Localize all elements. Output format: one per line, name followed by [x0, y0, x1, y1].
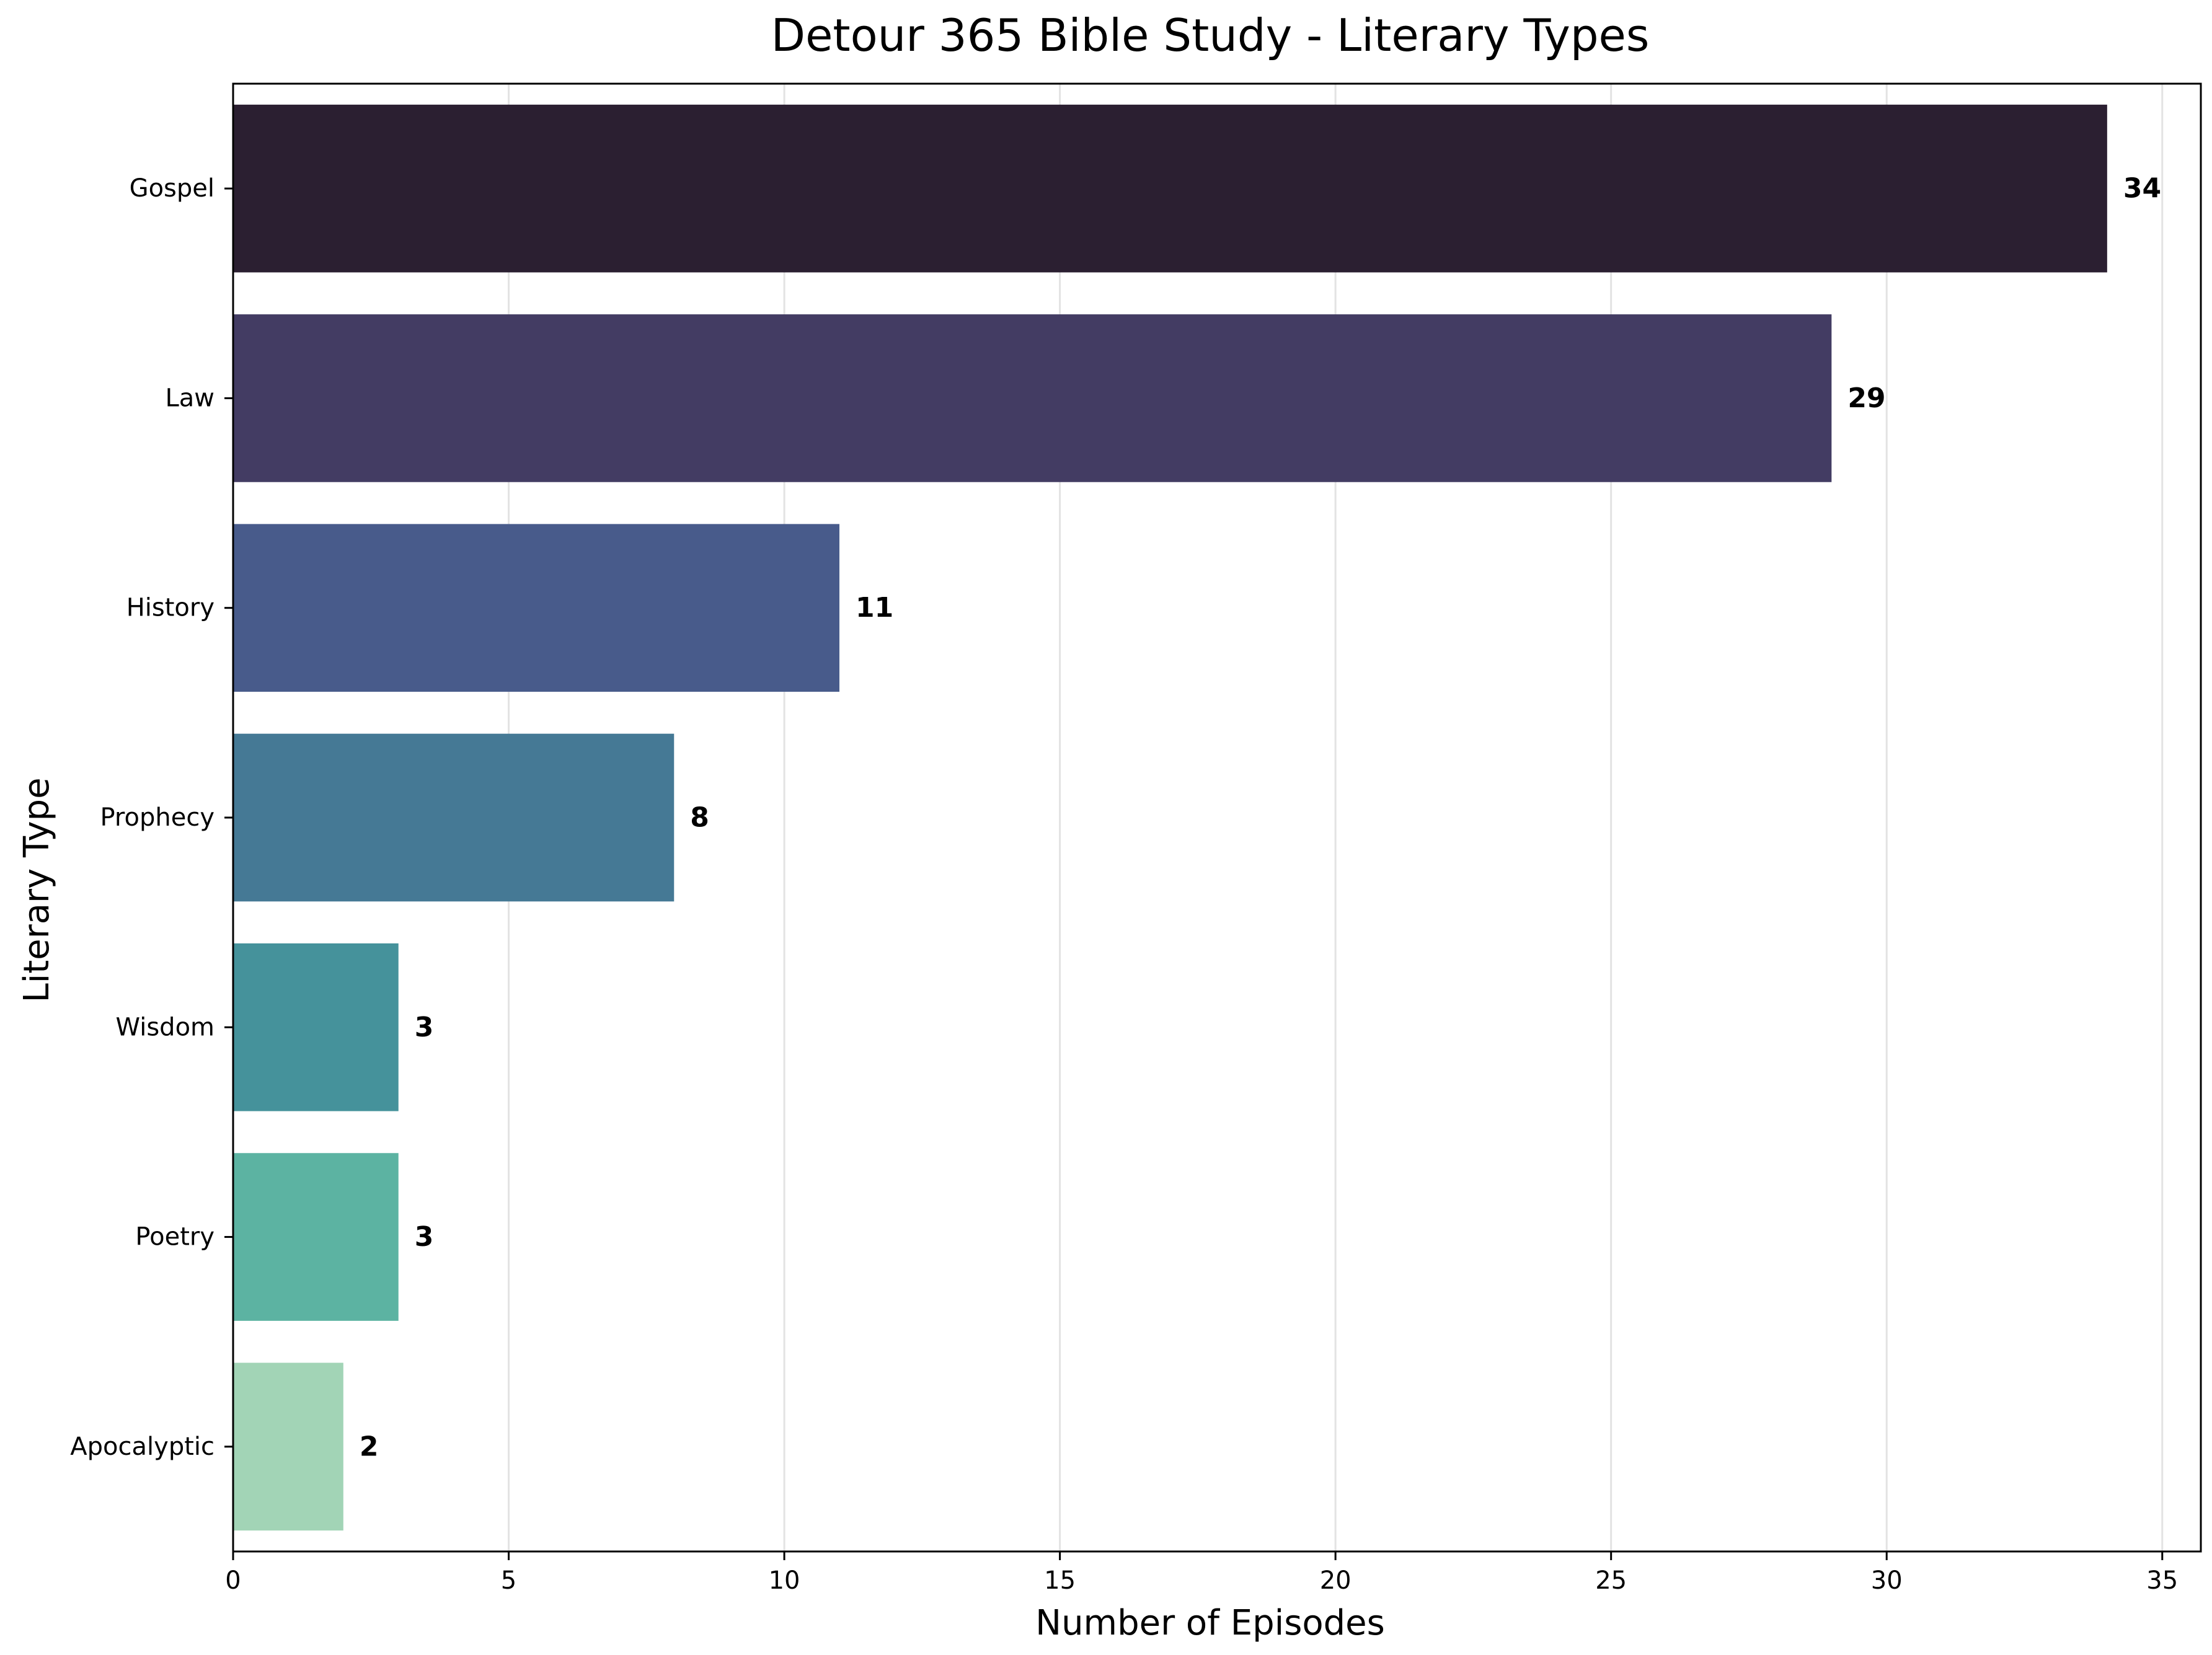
y-tick-label-wisdom: Wisdom: [116, 1013, 215, 1041]
plot-frame: [232, 82, 2202, 1553]
x-tick-label-5: 5: [501, 1566, 516, 1595]
chart-title: Detour 365 Bible Study - Literary Types: [771, 9, 1650, 61]
bar-poetry: [233, 1153, 399, 1321]
value-label-history: 11: [856, 592, 893, 624]
bar-wisdom: [233, 943, 399, 1111]
bar-history: [233, 524, 839, 692]
y-axis-ticks: Gospel Law History Prophecy Wisdom Poetry Apoc…: [70, 174, 233, 1461]
value-label-law: 29: [1847, 382, 1885, 414]
x-tick-label-0: 0: [225, 1566, 241, 1595]
y-tick-label-history: History: [126, 594, 215, 622]
y-tick-label-gospel: Gospel: [130, 174, 215, 203]
x-tick-label-25: 25: [1595, 1566, 1627, 1595]
bar-gospel: [233, 104, 2107, 273]
value-label-prophecy: 8: [690, 802, 709, 834]
x-tick-label-30: 30: [1871, 1566, 1903, 1595]
y-tick-label-apocalyptic: Apocalyptic: [70, 1432, 215, 1461]
x-tick-label-20: 20: [1320, 1566, 1352, 1595]
value-label-wisdom: 3: [415, 1012, 434, 1043]
y-tick-label-law: Law: [165, 384, 215, 412]
x-tick-label-35: 35: [2146, 1566, 2178, 1595]
y-axis-label: Literary Type: [17, 777, 57, 1002]
y-tick-label-poetry: Poetry: [135, 1223, 215, 1251]
value-labels: 34 29 11 8 3 3 2: [360, 173, 2161, 1463]
value-label-apocalyptic: 2: [360, 1431, 379, 1462]
bar-prophecy: [233, 733, 675, 902]
y-tick-label-prophecy: Prophecy: [100, 803, 215, 832]
x-tick-label-10: 10: [769, 1566, 800, 1595]
value-label-poetry: 3: [415, 1221, 434, 1253]
x-axis-ticks: 0 5 10 15 20 25 30 35: [225, 1551, 2178, 1595]
value-label-gospel: 34: [2123, 173, 2161, 205]
x-axis-label: Number of Episodes: [1035, 1603, 1385, 1643]
bars: [233, 104, 2107, 1531]
bar-law: [233, 314, 1832, 482]
x-tick-label-15: 15: [1044, 1566, 1076, 1595]
bar-apocalyptic: [233, 1362, 343, 1531]
